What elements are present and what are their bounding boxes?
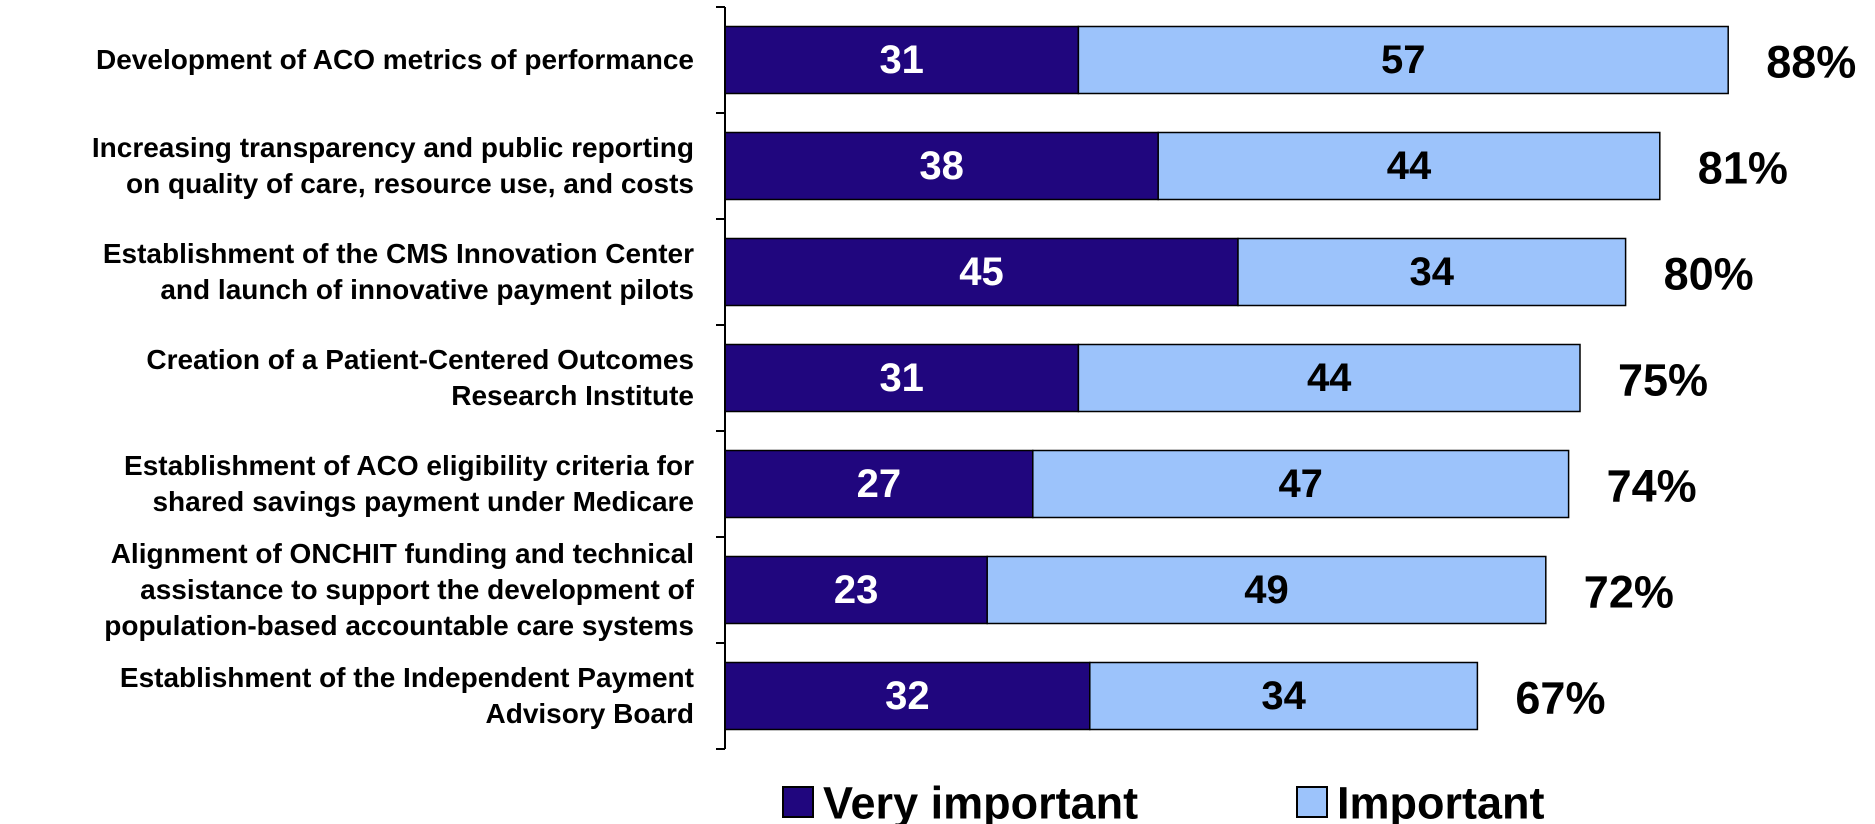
bar-segment: [1077, 343, 1581, 413]
value-label: 47: [1278, 462, 1323, 506]
category-label: Development of ACO metrics of performanc…: [96, 44, 694, 75]
total-label: 74%: [1607, 461, 1697, 512]
category-label: Alignment of ONCHIT funding and technica…: [104, 538, 694, 641]
total-label: 81%: [1698, 143, 1788, 194]
category-label: Establishment of the Independent Payment…: [119, 662, 694, 729]
legend-label: Important: [1337, 778, 1545, 824]
bar-segment: [724, 343, 1080, 413]
value-label: 45: [959, 250, 1004, 294]
value-label: 57: [1381, 38, 1426, 82]
value-label: 31: [879, 356, 924, 400]
value-label: 32: [885, 674, 930, 718]
bar-segment: [1089, 661, 1479, 731]
value-label: 44: [1387, 144, 1432, 188]
legend-swatch: [1296, 786, 1328, 818]
bar-segment: [724, 449, 1034, 519]
legend-swatch: [782, 786, 814, 818]
category-label: Increasing transparency and public repor…: [91, 132, 694, 199]
value-label: 34: [1410, 250, 1455, 294]
value-label: 44: [1307, 356, 1352, 400]
bar-segment: [724, 131, 1159, 201]
value-label: 34: [1261, 674, 1306, 718]
value-label: 31: [879, 38, 924, 82]
bar-segment: [1237, 237, 1627, 307]
bar-segment: [1157, 131, 1661, 201]
legend-label: Very important: [823, 778, 1138, 824]
total-label: 72%: [1584, 567, 1674, 618]
total-label: 67%: [1515, 673, 1605, 724]
bar-segment: [724, 555, 988, 625]
bar-segment: [724, 237, 1239, 307]
category-label: Creation of a Patient-Centered Outcomes …: [146, 344, 694, 411]
value-label: 38: [919, 144, 964, 188]
bar-segment: [1032, 449, 1570, 519]
bar-segment: [986, 555, 1547, 625]
value-label: 49: [1244, 568, 1289, 612]
value-label: 27: [857, 462, 902, 506]
value-label: 23: [834, 568, 879, 612]
category-label: Establishment of the CMS Innovation Cent…: [102, 238, 694, 305]
total-label: 80%: [1664, 249, 1754, 300]
total-label: 75%: [1618, 355, 1708, 406]
total-label: 88%: [1766, 37, 1856, 88]
category-label: Establishment of ACO eligibility criteri…: [124, 450, 694, 517]
bar-segment: [724, 25, 1080, 95]
bar-segment: [1077, 25, 1729, 95]
